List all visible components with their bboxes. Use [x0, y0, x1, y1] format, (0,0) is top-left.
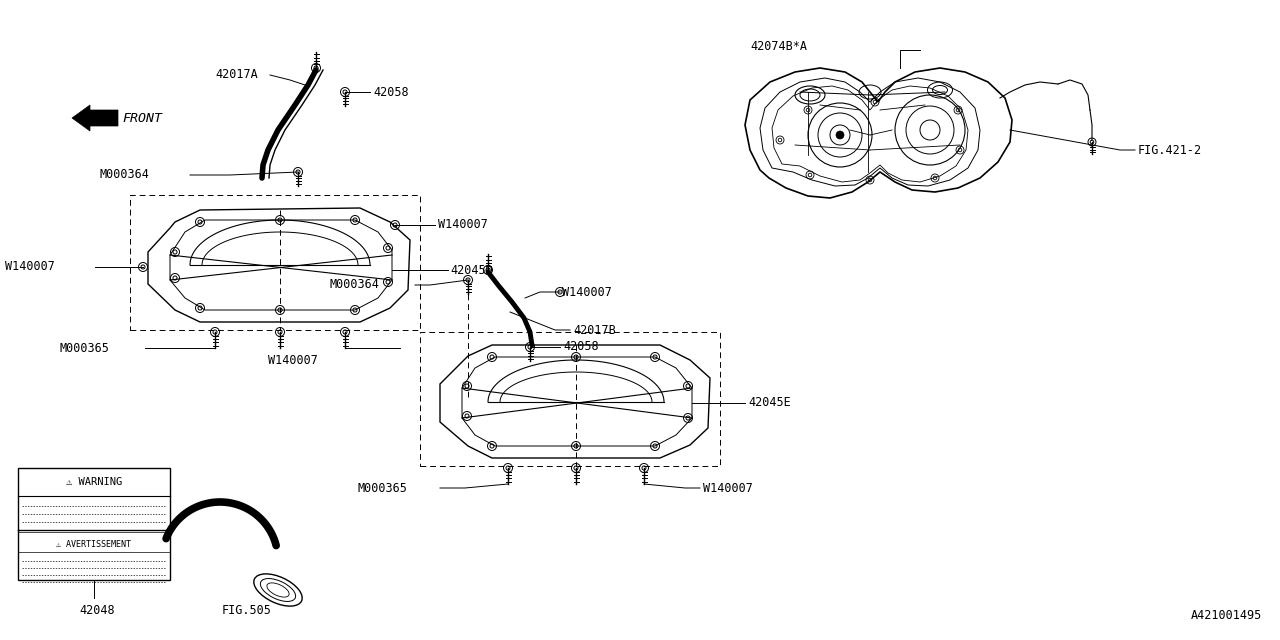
- Text: W140007: W140007: [5, 260, 55, 273]
- Text: ⚠ AVERTISSEMENT: ⚠ AVERTISSEMENT: [56, 540, 132, 548]
- Text: FIG.505: FIG.505: [221, 604, 271, 616]
- Text: 42045E: 42045E: [748, 397, 791, 410]
- Text: 42048: 42048: [79, 604, 115, 616]
- Text: 42058: 42058: [372, 86, 408, 99]
- Text: 42045D: 42045D: [451, 264, 493, 276]
- Text: W140007: W140007: [438, 218, 488, 232]
- Text: FIG.421-2: FIG.421-2: [1138, 143, 1202, 157]
- Text: W140007: W140007: [268, 353, 317, 367]
- Text: M000364: M000364: [100, 168, 150, 182]
- Text: 42074B*A: 42074B*A: [750, 40, 806, 54]
- Text: M000365: M000365: [358, 481, 408, 495]
- Text: FRONT: FRONT: [122, 111, 163, 125]
- Polygon shape: [72, 105, 118, 131]
- Text: ⚠ WARNING: ⚠ WARNING: [65, 477, 122, 487]
- FancyBboxPatch shape: [18, 468, 170, 580]
- Text: 42017A: 42017A: [215, 68, 257, 81]
- Text: M000365: M000365: [60, 342, 110, 355]
- Text: W140007: W140007: [703, 481, 753, 495]
- Text: W140007: W140007: [562, 285, 612, 298]
- Circle shape: [836, 131, 844, 139]
- Text: A421001495: A421001495: [1190, 609, 1262, 622]
- Text: 42058: 42058: [563, 340, 599, 353]
- Text: M000364: M000364: [330, 278, 380, 291]
- Text: 42017B: 42017B: [573, 323, 616, 337]
